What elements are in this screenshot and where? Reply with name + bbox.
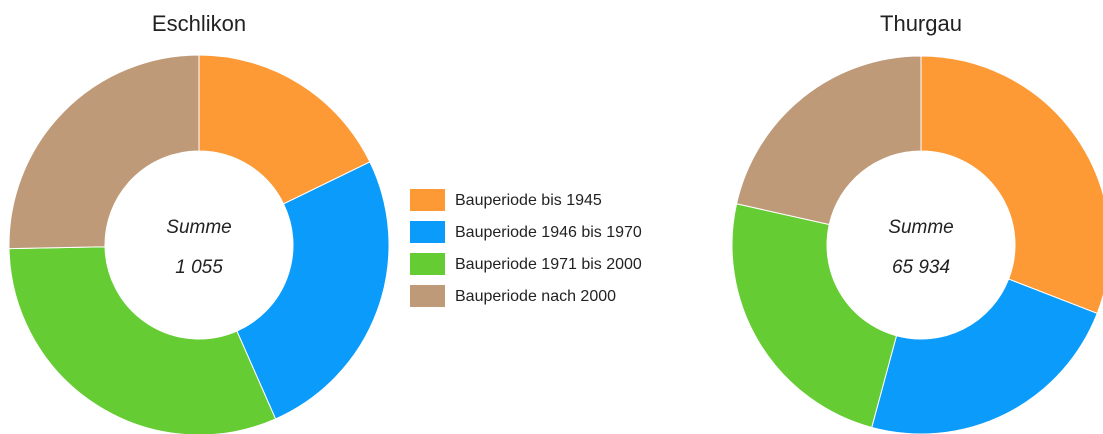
donut-slice xyxy=(198,54,371,205)
legend-swatch xyxy=(410,253,445,275)
donut-slice xyxy=(8,54,200,250)
center-label: 1 055 xyxy=(175,257,223,278)
donut-slice xyxy=(920,55,1103,315)
legend-swatch xyxy=(410,189,445,211)
donut-slice xyxy=(731,203,898,429)
donut-slice xyxy=(236,161,390,420)
center-label: 65 934 xyxy=(892,257,950,278)
legend-swatch xyxy=(410,285,445,307)
donut-slice xyxy=(8,246,277,434)
center-label: Summe xyxy=(888,217,953,238)
legend-label: Bauperiode nach 2000 xyxy=(455,288,616,305)
legend-swatch xyxy=(410,221,445,243)
center-label: Summe xyxy=(166,217,231,238)
donut-slice xyxy=(735,55,922,226)
legend-label: Bauperiode 1946 bis 1970 xyxy=(455,224,642,241)
chart-title: Eschlikon xyxy=(152,11,246,36)
legend-label: Bauperiode bis 1945 xyxy=(455,192,602,209)
chart-title: Thurgau xyxy=(880,11,962,36)
legend-label: Bauperiode 1971 bis 2000 xyxy=(455,256,642,273)
donut-slice xyxy=(871,278,1098,434)
